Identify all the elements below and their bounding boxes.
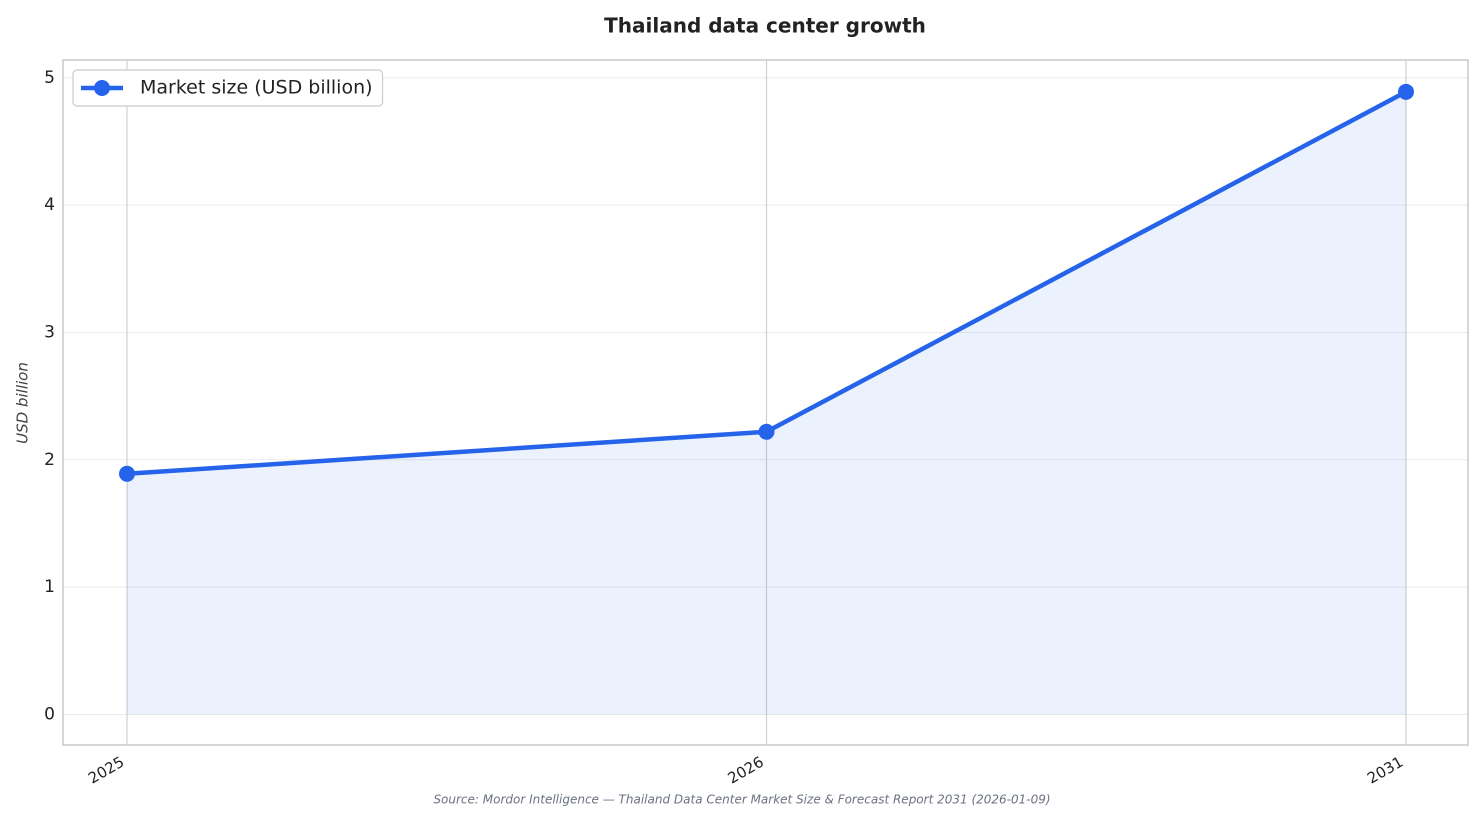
grid xyxy=(63,60,1468,745)
area xyxy=(127,91,1406,715)
y-tick-label: 5 xyxy=(44,68,55,88)
plot xyxy=(119,83,1414,715)
plot-frame xyxy=(62,59,1469,746)
point xyxy=(1398,83,1414,100)
source-note: Source: Mordor Intelligence — Thailand D… xyxy=(433,793,1050,807)
y-tick-label: 4 xyxy=(44,195,55,215)
y-axis-label: USD billion xyxy=(14,362,32,444)
y-tick-label: 3 xyxy=(44,322,55,342)
legend: Market size (USD billion) xyxy=(72,69,384,107)
y-tick-label: 1 xyxy=(44,577,55,597)
chart-title: Thailand data center growth xyxy=(604,14,926,38)
legend-marker xyxy=(94,80,110,96)
point xyxy=(119,465,135,482)
y-tick-label: 0 xyxy=(44,704,55,724)
legend-label: Market size (USD billion) xyxy=(140,77,373,99)
y-tick-label: 2 xyxy=(44,450,55,470)
point xyxy=(758,423,775,440)
legend-box xyxy=(72,69,384,107)
